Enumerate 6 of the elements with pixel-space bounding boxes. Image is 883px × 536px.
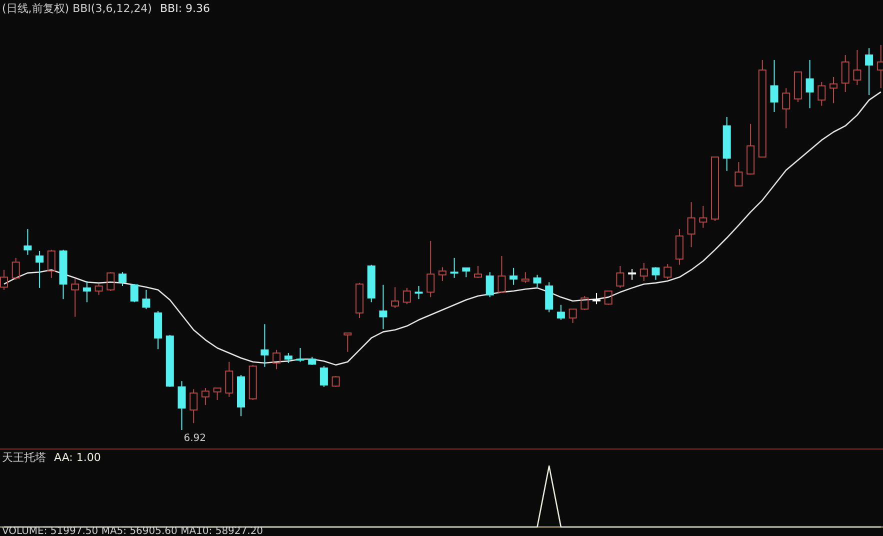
legend: BBI: 9.36 <box>160 2 210 15</box>
legend: AA: 1.00 <box>54 451 101 464</box>
title: 天王托塔 <box>2 451 46 464</box>
title: (日线,前复权) BBI(3,6,12,24) <box>2 2 152 15</box>
annotation: VOLUME: 51997.50 MA5: 56905.60 MA10: 58927.20 <box>2 526 264 536</box>
annotation: 6.92 <box>184 433 206 444</box>
